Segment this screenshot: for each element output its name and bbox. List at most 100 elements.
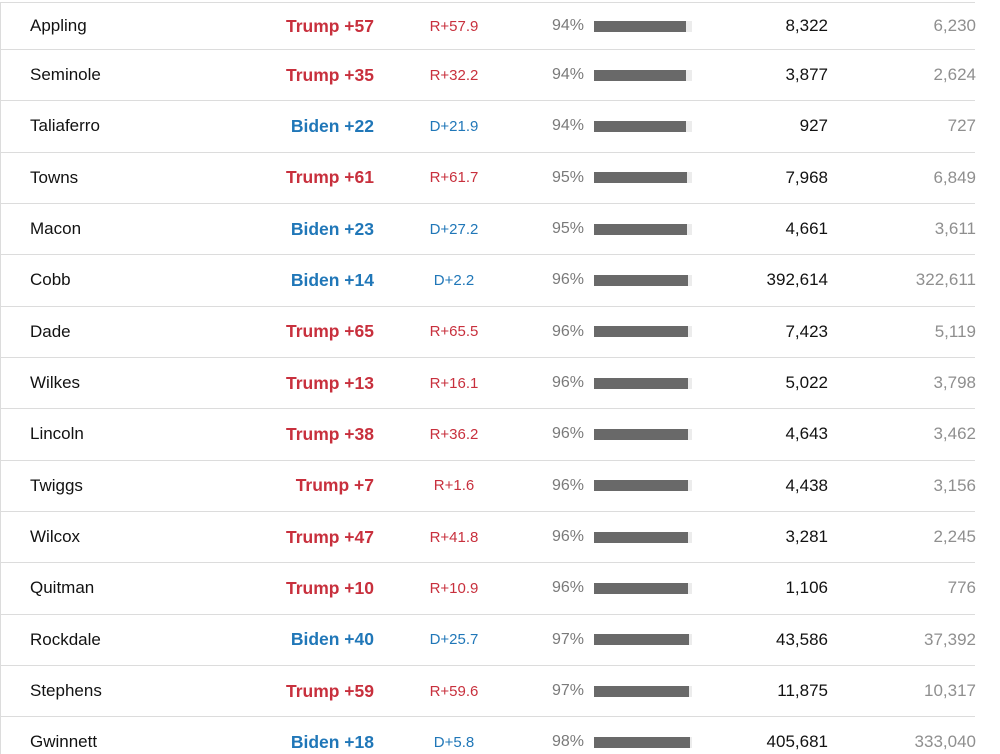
reporting-bar-fill: [594, 582, 689, 594]
reporting-bar-fill: [594, 428, 689, 440]
reporting-bar-fill: [594, 377, 689, 389]
votes-secondary: 2,624: [933, 65, 976, 85]
votes-total: 1,106: [785, 578, 828, 598]
votes-total: 405,681: [766, 732, 828, 752]
votes-total: 5,022: [785, 373, 828, 393]
reporting-bar: [594, 428, 692, 440]
shift-value: D+25.7: [429, 631, 479, 649]
reporting-bar-fill: [594, 736, 691, 748]
votes-secondary: 727: [947, 116, 976, 136]
votes-total: 927: [799, 116, 828, 136]
reporting-bar: [594, 531, 692, 543]
reporting-bar: [594, 326, 692, 338]
pct-reported-label: 96%: [551, 476, 584, 494]
shift-value: R+59.6: [429, 682, 479, 700]
shift-value: D+5.8: [433, 733, 475, 751]
shift-value: D+21.9: [429, 117, 479, 135]
pct-reported-bar-cell: [584, 172, 692, 184]
table-row: Twiggs Trump +7 R+1.6 96% 4,438 3,156: [1, 459, 976, 511]
county-name: Stephens: [30, 681, 102, 701]
pct-reported-label: 96%: [551, 425, 584, 443]
pct-reported-bar-cell: [584, 120, 692, 132]
county-name: Macon: [30, 219, 82, 239]
margin-value: Trump +7: [295, 475, 374, 496]
reporting-bar-fill: [594, 20, 687, 32]
reporting-bar: [594, 736, 692, 748]
pct-reported-label: 94%: [551, 117, 584, 135]
pct-reported-bar-cell: [584, 480, 692, 492]
pct-reported-label: 97%: [551, 682, 584, 700]
votes-secondary: 322,611: [915, 270, 976, 290]
county-name: Quitman: [30, 578, 95, 598]
reporting-bar: [594, 274, 692, 286]
reporting-bar-fill: [594, 69, 687, 81]
county-name: Cobb: [30, 270, 71, 290]
table-row: Macon Biden +23 D+27.2 95% 4,661 3,611: [1, 202, 976, 254]
shift-value: R+36.2: [429, 425, 479, 443]
reporting-bar-fill: [594, 480, 689, 492]
margin-value: Trump +59: [285, 680, 374, 701]
pct-reported-label: 96%: [551, 528, 584, 546]
margin-value: Trump +35: [285, 64, 374, 85]
reporting-bar-fill: [594, 326, 689, 338]
county-name: Gwinnett: [30, 732, 98, 752]
pct-reported-bar-cell: [584, 326, 692, 338]
pct-reported-label: 95%: [551, 220, 584, 238]
votes-total: 3,281: [785, 527, 828, 547]
county-name: Taliaferro: [30, 116, 100, 136]
reporting-bar: [594, 377, 692, 389]
reporting-bar: [594, 223, 692, 235]
shift-value: R+65.5: [429, 323, 479, 341]
pct-reported-bar-cell: [584, 685, 692, 697]
pct-reported-label: 97%: [551, 630, 584, 648]
reporting-bar-fill: [594, 172, 688, 184]
votes-total: 7,968: [785, 167, 828, 187]
pct-reported-bar-cell: [584, 20, 692, 32]
margin-value: Trump +57: [285, 15, 374, 36]
shift-value: R+61.7: [429, 169, 479, 187]
table-row: Gwinnett Biden +18 D+5.8 98% 405,681 333…: [1, 716, 976, 754]
votes-total: 3,877: [785, 65, 828, 85]
county-name: Rockdale: [30, 629, 101, 649]
pct-reported-bar-cell: [584, 223, 692, 235]
table-row: Quitman Trump +10 R+10.9 96% 1,106 776: [1, 562, 976, 613]
votes-total: 4,438: [785, 475, 828, 495]
margin-value: Biden +22: [290, 115, 374, 136]
pct-reported-label: 96%: [551, 322, 584, 340]
votes-secondary: 6,230: [933, 16, 976, 35]
pct-reported-bar-cell: [584, 531, 692, 543]
table-row: Rockdale Biden +40 D+25.7 97% 43,586 37,…: [1, 613, 976, 665]
margin-value: Biden +23: [290, 218, 374, 239]
table-row: Dade Trump +65 R+65.5 96% 7,423 5,119: [1, 305, 976, 357]
reporting-bar: [594, 120, 692, 132]
reporting-bar: [594, 172, 692, 184]
table-row: Wilkes Trump +13 R+16.1 96% 5,022 3,798: [1, 356, 976, 408]
reporting-bar: [594, 69, 692, 81]
table-row: Towns Trump +61 R+61.7 95% 7,968 6,849: [1, 151, 976, 203]
votes-secondary: 2,245: [933, 527, 976, 547]
table-row: Taliaferro Biden +22 D+21.9 94% 927 727: [1, 100, 976, 151]
margin-value: Biden +14: [290, 269, 374, 290]
reporting-bar: [594, 634, 692, 646]
pct-reported-label: 95%: [551, 168, 584, 186]
votes-total: 8,322: [785, 16, 828, 35]
margin-value: Trump +38: [285, 423, 374, 444]
pct-reported-label: 96%: [551, 579, 584, 597]
margin-value: Trump +10: [285, 577, 374, 598]
margin-value: Trump +65: [285, 321, 374, 342]
table-row: Seminole Trump +35 R+32.2 94% 3,877 2,62…: [1, 49, 976, 100]
votes-total: 392,614: [766, 270, 828, 290]
shift-value: R+1.6: [433, 477, 475, 495]
votes-total: 4,661: [785, 219, 828, 239]
reporting-bar-fill: [594, 274, 689, 286]
margin-value: Biden +40: [290, 629, 374, 650]
pct-reported-bar-cell: [584, 428, 692, 440]
shift-value: R+57.9: [429, 17, 479, 35]
county-name: Appling: [30, 16, 87, 35]
pct-reported-label: 96%: [551, 374, 584, 392]
votes-total: 43,586: [776, 629, 828, 649]
votes-secondary: 3,611: [934, 219, 976, 239]
votes-secondary: 3,798: [933, 373, 976, 393]
county-name: Dade: [30, 321, 71, 341]
margin-value: Trump +61: [285, 167, 374, 188]
